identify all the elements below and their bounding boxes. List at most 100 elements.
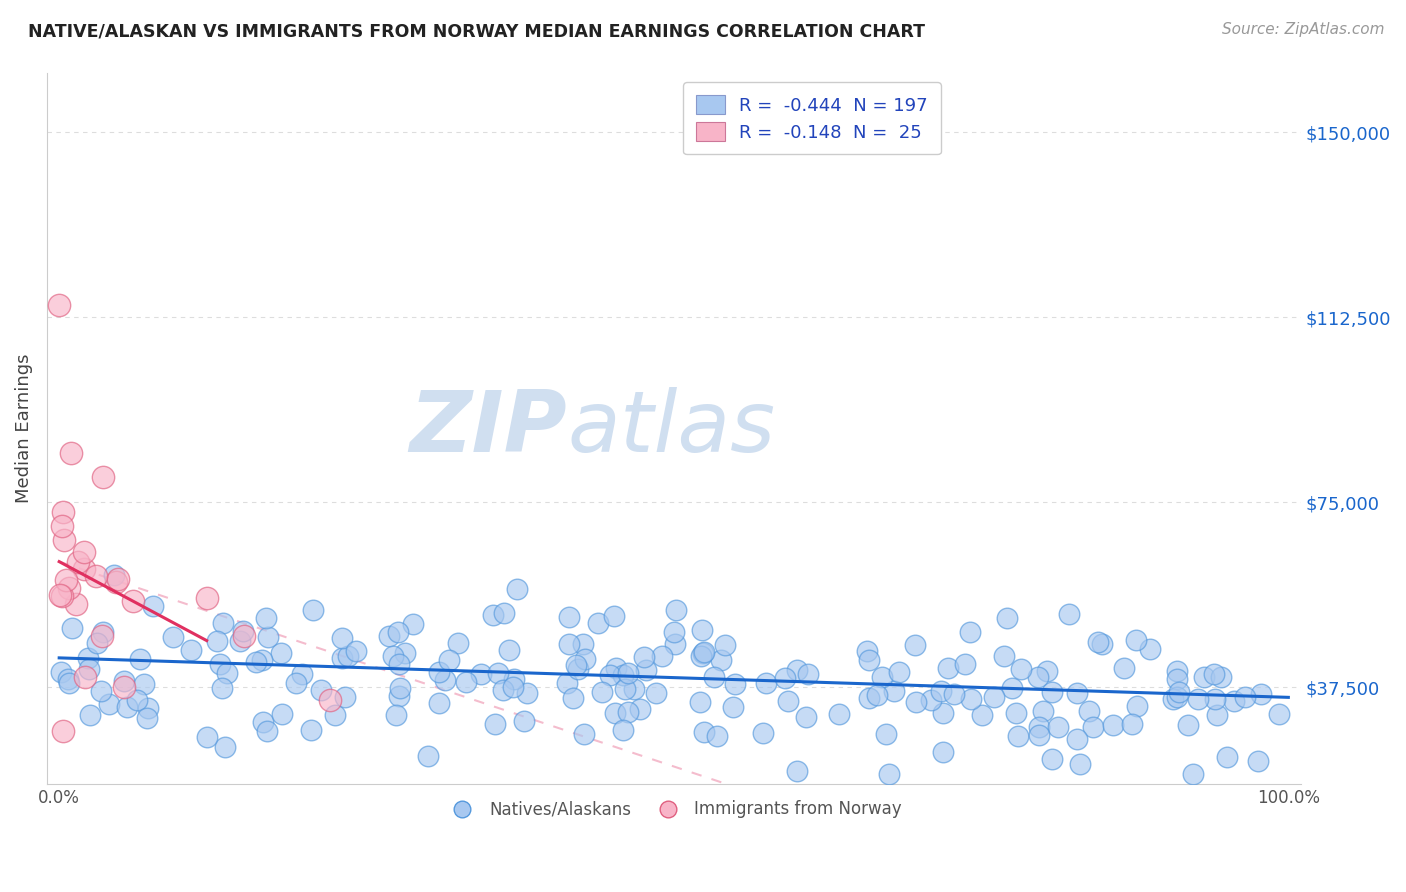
Point [623, 682, 645, 697]
Point [107, 572, 129, 586]
Point [689, 695, 711, 709]
Point [73, 670, 96, 684]
Point [1268, 706, 1291, 721]
Point [651, 649, 673, 664]
Point [65, 597, 87, 611]
Point [555, 676, 578, 690]
Point [883, 683, 905, 698]
Point [599, 667, 621, 681]
Point [90, 629, 112, 643]
Point [693, 645, 716, 659]
Point [136, 701, 159, 715]
Point [205, 633, 228, 648]
Point [195, 591, 218, 606]
Point [870, 670, 893, 684]
Point [904, 638, 927, 652]
Point [1083, 720, 1105, 734]
Point [1163, 691, 1185, 706]
Point [1126, 699, 1149, 714]
Point [212, 616, 235, 631]
Point [252, 715, 274, 730]
Point [209, 657, 232, 671]
Point [723, 699, 745, 714]
Point [232, 629, 254, 643]
Point [993, 649, 1015, 664]
Point [90, 683, 112, 698]
Point [797, 666, 820, 681]
Point [73, 545, 96, 559]
Point [79, 708, 101, 723]
Point [1205, 708, 1227, 723]
Point [959, 624, 981, 639]
Point [1125, 632, 1147, 647]
Point [1001, 681, 1024, 695]
Point [49, 588, 72, 602]
Point [502, 680, 524, 694]
Point [1209, 670, 1232, 684]
Point [114, 673, 136, 688]
Point [943, 687, 966, 701]
Point [1101, 718, 1123, 732]
Point [232, 624, 254, 638]
Point [256, 724, 278, 739]
Point [633, 650, 655, 665]
Point [498, 643, 520, 657]
Point [794, 710, 817, 724]
Point [692, 646, 714, 660]
Point [516, 686, 538, 700]
Point [55, 573, 77, 587]
Point [634, 664, 657, 678]
Point [418, 749, 440, 764]
Point [48, 298, 70, 312]
Point [1066, 685, 1088, 699]
Point [284, 675, 307, 690]
Point [437, 653, 460, 667]
Point [482, 607, 505, 622]
Point [865, 689, 887, 703]
Point [932, 706, 955, 721]
Point [558, 610, 581, 624]
Point [385, 707, 408, 722]
Point [217, 665, 239, 680]
Point [929, 683, 952, 698]
Text: ZIP: ZIP [409, 387, 567, 470]
Point [1192, 670, 1215, 684]
Point [134, 677, 156, 691]
Point [51, 589, 73, 603]
Point [776, 694, 799, 708]
Point [692, 724, 714, 739]
Point [1166, 672, 1188, 686]
Point [1247, 754, 1270, 768]
Point [755, 676, 778, 690]
Point [271, 706, 294, 721]
Point [387, 625, 409, 640]
Point [66, 555, 89, 569]
Point [1032, 704, 1054, 718]
Point [77, 662, 100, 676]
Point [256, 630, 278, 644]
Point [318, 693, 340, 707]
Point [180, 642, 202, 657]
Point [614, 682, 637, 697]
Point [330, 651, 353, 665]
Point [856, 644, 879, 658]
Point [434, 673, 457, 687]
Point [603, 706, 626, 721]
Point [197, 730, 219, 744]
Point [402, 617, 425, 632]
Point [877, 767, 900, 781]
Point [506, 582, 529, 597]
Point [56, 672, 79, 686]
Point [301, 603, 323, 617]
Point [1112, 661, 1135, 675]
Point [388, 657, 411, 672]
Point [60, 621, 83, 635]
Point [254, 611, 277, 625]
Point [960, 692, 983, 706]
Point [1216, 750, 1239, 764]
Point [1166, 690, 1188, 704]
Point [1222, 694, 1244, 708]
Point [427, 697, 450, 711]
Point [602, 609, 624, 624]
Point [388, 681, 411, 695]
